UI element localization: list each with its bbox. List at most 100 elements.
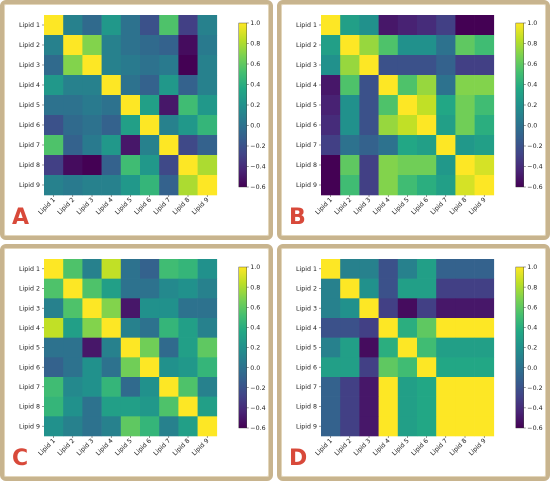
panel-c-col-label: Lipid 1 [37, 437, 57, 457]
panel-b-cell [397, 175, 418, 196]
panel-a-cell [197, 15, 218, 36]
panel-a-cell [101, 55, 122, 76]
panel-d-cell [359, 377, 379, 397]
panel-a-cell [44, 175, 64, 196]
panel-c-cell [82, 357, 102, 378]
panel-b-cell [340, 135, 360, 156]
panel-c-cell [197, 396, 218, 417]
panel-c-cell [159, 337, 179, 358]
panel-d-cell [455, 396, 475, 417]
panel-c-cell [82, 298, 102, 319]
panel-b-colorbar-tick-label: 0.0 [527, 123, 537, 130]
panel-c-cell [140, 416, 160, 437]
panel-a-cell [82, 175, 102, 196]
panel-a-cell [82, 95, 102, 116]
panel-c-colorbar-tick-label: −0.6 [250, 425, 265, 432]
panel-b-cell [455, 155, 475, 176]
panel-b-cell [474, 175, 495, 196]
panel-d-cell [359, 396, 379, 417]
panel-a-cell [44, 35, 64, 56]
panel-c-cell [63, 337, 83, 358]
panel-d-row-label: Lipid 8 [296, 404, 317, 411]
panel-d-cell [474, 337, 495, 358]
panel-a-row-label: Lipid 1 [19, 22, 40, 29]
panel-d-cell [397, 416, 418, 437]
panel-d-row-label: Lipid 1 [296, 266, 317, 273]
panel-c-cell [197, 337, 218, 358]
panel-a-cell [140, 175, 160, 196]
panel-a-col-label: Lipid 2 [56, 196, 76, 216]
panel-a-cell [101, 175, 122, 196]
panel-c-cell [101, 377, 122, 397]
panel-a-cell [120, 55, 141, 76]
panel-b-cell [321, 115, 341, 136]
panel-b-cell [474, 95, 495, 116]
panel-c-cell [197, 357, 218, 378]
panel-d-cell [436, 357, 456, 378]
panel-b-cell [455, 55, 475, 76]
panel-d-col-label: Lipid 7 [429, 437, 449, 457]
panel-d-cell [321, 377, 341, 397]
panel-d-colorbar-tick-label: 1.0 [527, 264, 537, 271]
panel-a-cell [159, 95, 179, 116]
panel-b-col-label: Lipid 3 [353, 196, 373, 216]
panel-a-cell [63, 75, 83, 96]
panel-b-colorbar-tick-label: −0.6 [527, 184, 542, 191]
panel-c-colorbar-tick-label: 0.6 [250, 304, 260, 311]
panel-a-cell [101, 95, 122, 116]
panel-c-col-label: Lipid 4 [95, 437, 115, 457]
panel-b-col-label: Lipid 6 [410, 196, 430, 216]
panel-c-cell [178, 337, 198, 358]
panel-b-cell [340, 175, 360, 196]
panel-c-cell [44, 357, 64, 378]
panel-c-cell [159, 259, 179, 279]
panel-c-row-label: Lipid 3 [19, 305, 40, 312]
panel-c-cell [101, 357, 122, 378]
panel-c-cell [178, 416, 198, 437]
panel-a-cell [140, 55, 160, 76]
panel-a-colorbar-tick-label: 0.0 [250, 123, 260, 130]
panel-d-row-label: Lipid 7 [296, 384, 317, 391]
panel-b-cell [340, 95, 360, 116]
panel-d-cell [378, 318, 399, 338]
panel-b-cell [455, 75, 475, 96]
panel-a-cell [178, 35, 198, 56]
panel-a-cell [140, 115, 160, 136]
panel-a-cell [63, 115, 83, 136]
panel-d-colorbar-tick-label: 0.2 [527, 345, 537, 352]
panel-b-row-label: Lipid 6 [296, 122, 317, 129]
panel-b-cell [474, 135, 495, 156]
panel-d-cell [436, 318, 456, 338]
panel-b-cell [321, 15, 341, 36]
panel-b-cell [340, 115, 360, 136]
panel-b-cell [340, 75, 360, 96]
panel-a-letter: A [12, 205, 29, 230]
panel-b-cell [378, 15, 399, 36]
panel-b-cell [436, 75, 456, 96]
panel-d-cell [474, 278, 495, 299]
panel-d-col-label: Lipid 6 [410, 437, 430, 457]
panel-a-col-label: Lipid 9 [191, 196, 211, 216]
panel-a-cell [82, 55, 102, 76]
panel-b-cell [417, 175, 437, 196]
panel-a-cell [159, 75, 179, 96]
panel-d-cell [436, 259, 456, 279]
panel-c-cell [101, 318, 122, 338]
panel-d-cell [378, 259, 399, 279]
panel-b-cell [474, 35, 495, 56]
panel-d-row-label: Lipid 6 [296, 364, 317, 371]
panel-d-cell [340, 278, 360, 299]
panel-b-col-label: Lipid 8 [449, 196, 469, 216]
panel-d-cell [474, 396, 495, 417]
panel-b-cell [321, 175, 341, 196]
panel-a-cell [82, 155, 102, 176]
panel-d-cell [397, 377, 418, 397]
panel-a-cell [178, 75, 198, 96]
panel-a-colorbar-tick-label: 1.0 [250, 20, 260, 27]
panel-a-row-label: Lipid 6 [19, 122, 40, 129]
panel-b-cell [378, 155, 399, 176]
panel-b-cell [417, 75, 437, 96]
panel-b-cell [321, 35, 341, 56]
panel-c-cell [120, 278, 141, 299]
panel-b-cell [436, 135, 456, 156]
